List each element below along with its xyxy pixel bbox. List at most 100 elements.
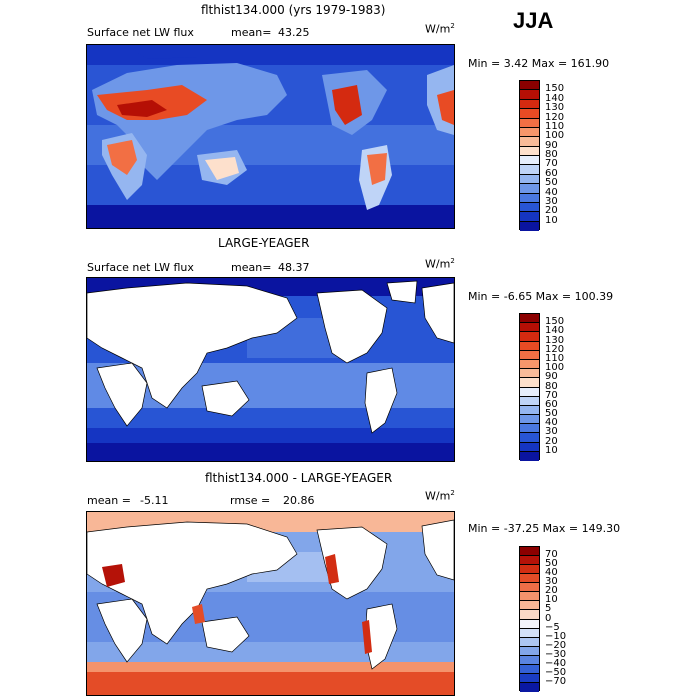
colorbar-tick-label: 40 <box>545 567 558 579</box>
colorbar-tick-label: 110 <box>545 120 565 132</box>
colorbar-swatch <box>520 127 539 138</box>
panel3-colorbar-ticks: 70 50 40 30 20 10 5 0 −5 −10 −20 −30 −40 −50 −70 <box>545 546 585 691</box>
colorbar-tick-label: 50 <box>545 177 558 189</box>
colorbar-tick-label: 40 <box>545 417 558 429</box>
colorbar-tick-label: 60 <box>545 398 558 410</box>
colorbar-tick-label: −40 <box>545 657 567 669</box>
colorbar-swatch <box>520 574 539 584</box>
colorbar-tick-label: 5 <box>545 603 552 615</box>
colorbar-tick-label: −20 <box>545 639 567 651</box>
colorbar-tick-label: 40 <box>545 186 558 198</box>
panel2-title: LARGE-YEAGER <box>218 236 310 250</box>
colorbar-swatch <box>520 137 539 147</box>
colorbar-tick-label: 30 <box>545 576 558 588</box>
colorbar-tick-label: 150 <box>545 316 565 328</box>
panel2-colorbar <box>519 313 540 461</box>
colorbar-tick-label: 110 <box>545 352 565 364</box>
colorbar-tick-label: −5 <box>545 621 560 633</box>
colorbar-swatch <box>520 547 539 557</box>
panel2-mean-value: 48.37 <box>278 261 310 274</box>
season-label: JJA <box>513 8 554 33</box>
colorbar-swatch <box>520 592 539 602</box>
colorbar-tick-label: 10 <box>545 594 558 606</box>
panel3-minmax: Min = -37.25 Max = 149.30 <box>468 522 621 535</box>
colorbar-tick-label: 10 <box>545 214 558 226</box>
colorbar-tick-label: 100 <box>545 130 565 142</box>
colorbar-tick-label: 60 <box>545 167 558 179</box>
colorbar-swatch <box>520 332 539 342</box>
colorbar-swatch <box>520 109 539 119</box>
colorbar-swatch <box>520 90 539 100</box>
colorbar-tick-label: 140 <box>545 325 565 337</box>
colorbar-swatch <box>520 424 539 434</box>
colorbar-swatch <box>520 583 539 593</box>
colorbar-tick-label: 10 <box>545 444 558 456</box>
colorbar-swatch <box>520 81 539 91</box>
colorbar-tick-label: 80 <box>545 149 558 160</box>
colorbar-swatch <box>520 610 539 620</box>
colorbar-swatch <box>520 655 539 665</box>
colorbar-tick-label: 20 <box>545 205 558 217</box>
panel2-mean-label: mean= <box>231 261 272 274</box>
colorbar-swatch <box>520 378 539 388</box>
colorbar-swatch <box>520 350 539 360</box>
colorbar-swatch <box>520 628 539 638</box>
colorbar-tick-label: 150 <box>545 83 565 95</box>
colorbar-tick-label: 140 <box>545 92 565 104</box>
colorbar-tick-label: −70 <box>545 675 567 687</box>
panel2-units: W/m2 <box>425 257 455 271</box>
colorbar-swatch <box>520 99 539 110</box>
colorbar-tick-label: 130 <box>545 102 565 114</box>
colorbar-swatch <box>520 556 539 566</box>
colorbar-tick-label: 70 <box>545 549 558 561</box>
colorbar-swatch <box>520 212 539 222</box>
panel1-mean-value: 43.25 <box>278 26 310 39</box>
colorbar-swatch <box>520 323 539 333</box>
colorbar-swatch <box>520 146 539 156</box>
colorbar-tick-label: 90 <box>545 371 558 383</box>
colorbar-swatch <box>520 415 539 425</box>
colorbar-tick-label: 20 <box>545 435 558 447</box>
colorbar-swatch <box>520 646 539 656</box>
panel1-map <box>86 44 455 229</box>
colorbar-tick-label: 120 <box>545 111 565 123</box>
colorbar-swatch <box>520 156 539 166</box>
panel1-mean-label: mean= <box>231 26 272 39</box>
colorbar-swatch <box>520 314 539 324</box>
panel1-units: W/m2 <box>425 22 455 36</box>
colorbar-tick-label: 70 <box>545 389 558 401</box>
colorbar-tick-label: 70 <box>545 158 558 170</box>
colorbar-swatch <box>520 341 539 351</box>
panel3-rmse-label: rmse = <box>230 494 271 507</box>
panel1-colorbar-ticks: 150 140 130 120 110 100 90 80 70 60 50 40 30 20 10 <box>545 80 585 230</box>
colorbar-swatch <box>520 637 539 647</box>
colorbar-swatch <box>520 442 539 452</box>
colorbar-tick-label: −50 <box>545 666 567 678</box>
colorbar-tick-label: 120 <box>545 343 565 355</box>
colorbar-tick-label: 30 <box>545 195 558 207</box>
colorbar-tick-label: 50 <box>545 408 558 420</box>
panel2-colorbar-ticks: 150 140 130 120 110 100 90 80 70 60 50 40 30 20 10 <box>545 313 585 460</box>
colorbar-swatch <box>520 451 539 461</box>
colorbar-swatch <box>520 673 539 683</box>
colorbar-tick-label: −30 <box>545 648 567 660</box>
colorbar-swatch <box>520 387 539 397</box>
panel3-mean-label: mean = <box>87 494 131 507</box>
panel3-mean-value: -5.11 <box>140 494 169 507</box>
panel1-colorbar <box>519 80 540 231</box>
colorbar-swatch <box>520 184 539 194</box>
colorbar-swatch <box>520 664 539 674</box>
colorbar-swatch <box>520 359 539 370</box>
colorbar-swatch <box>520 396 539 406</box>
colorbar-swatch <box>520 369 539 379</box>
panel3-rmse-value: 20.86 <box>283 494 315 507</box>
panel3-title: flthist134.000 - LARGE-YEAGER <box>205 471 393 485</box>
colorbar-swatch <box>520 682 539 692</box>
colorbar-tick-label: 20 <box>545 585 558 597</box>
colorbar-swatch <box>520 118 539 128</box>
colorbar-tick-label: 0 <box>545 612 552 624</box>
colorbar-tick-label: 80 <box>545 380 558 392</box>
colorbar-tick-label: 130 <box>545 334 565 346</box>
colorbar-swatch <box>520 619 539 629</box>
panel2-minmax: Min = -6.65 Max = 100.39 <box>468 290 614 303</box>
